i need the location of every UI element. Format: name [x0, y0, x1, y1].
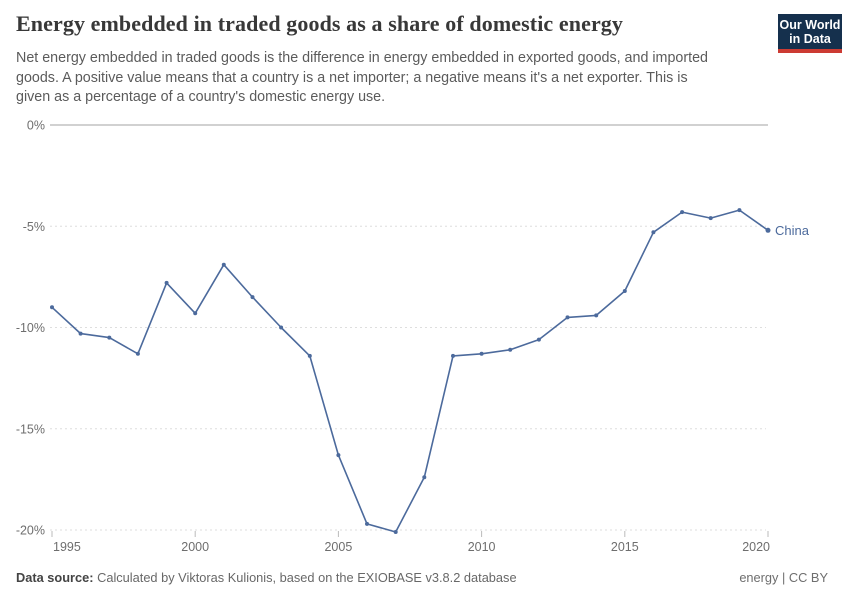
series-line-china[interactable]: [51, 209, 769, 533]
series-endpoint[interactable]: [765, 227, 771, 233]
series-point[interactable]: [50, 305, 54, 310]
subtitle-line: goods. A positive value means that a cou…: [16, 69, 688, 86]
series-point[interactable]: [336, 453, 341, 458]
y-tick-label: -20%: [16, 524, 45, 538]
series-point[interactable]: [680, 210, 685, 215]
series-point[interactable]: [164, 280, 169, 285]
series-point[interactable]: [107, 335, 112, 340]
series-point[interactable]: [565, 315, 570, 320]
y-tick-label: -15%: [16, 422, 45, 436]
owid-logo-line1: Our World: [779, 18, 841, 32]
series-label-china[interactable]: China: [775, 223, 810, 238]
series-point[interactable]: [279, 325, 284, 330]
data-source-label: Data source:: [16, 570, 94, 585]
series-point[interactable]: [393, 530, 398, 534]
y-tick-label: -5%: [23, 220, 45, 234]
footer-license[interactable]: energy | CC BY: [739, 570, 828, 585]
series-point[interactable]: [365, 521, 369, 526]
x-tick-label: 2000: [181, 540, 209, 554]
subtitle-line: given as a percentage of a country's dom…: [16, 89, 386, 105]
x-tick-label: 2020: [742, 540, 770, 554]
series-point[interactable]: [479, 351, 484, 356]
x-tick-label: 1995: [53, 540, 81, 554]
y-tick-label: 0%: [27, 119, 45, 133]
series-point[interactable]: [737, 208, 742, 213]
y-tick-label: -10%: [16, 321, 45, 335]
series-point[interactable]: [135, 351, 140, 356]
series-point[interactable]: [307, 353, 312, 358]
series-point[interactable]: [193, 311, 198, 316]
series-point[interactable]: [451, 353, 455, 358]
series-point[interactable]: [536, 337, 541, 342]
x-tick-label: 2010: [468, 540, 496, 554]
owid-logo[interactable]: Our World in Data: [778, 14, 842, 53]
series-point[interactable]: [422, 475, 427, 480]
series-point[interactable]: [250, 295, 255, 300]
series-point[interactable]: [708, 216, 713, 221]
owid-logo-line2: in Data: [789, 32, 831, 46]
data-source: Data source: Calculated by Viktoras Kuli…: [16, 570, 517, 585]
chart-subtitle: Net energy embedded in traded goods is t…: [16, 49, 708, 108]
series-point[interactable]: [651, 230, 656, 235]
subtitle-line: Net energy embedded in traded goods is t…: [16, 50, 709, 66]
page-title: Energy embedded in traded goods as a sha…: [16, 11, 624, 36]
x-tick-label: 2015: [611, 540, 639, 554]
data-source-text: Calculated by Viktoras Kulionis, based o…: [93, 570, 517, 585]
series-point[interactable]: [78, 331, 83, 336]
series-point[interactable]: [221, 262, 226, 267]
series-point[interactable]: [622, 289, 627, 293]
series-point[interactable]: [594, 313, 599, 318]
series-point[interactable]: [508, 347, 513, 352]
x-tick-label: 2005: [324, 540, 352, 554]
